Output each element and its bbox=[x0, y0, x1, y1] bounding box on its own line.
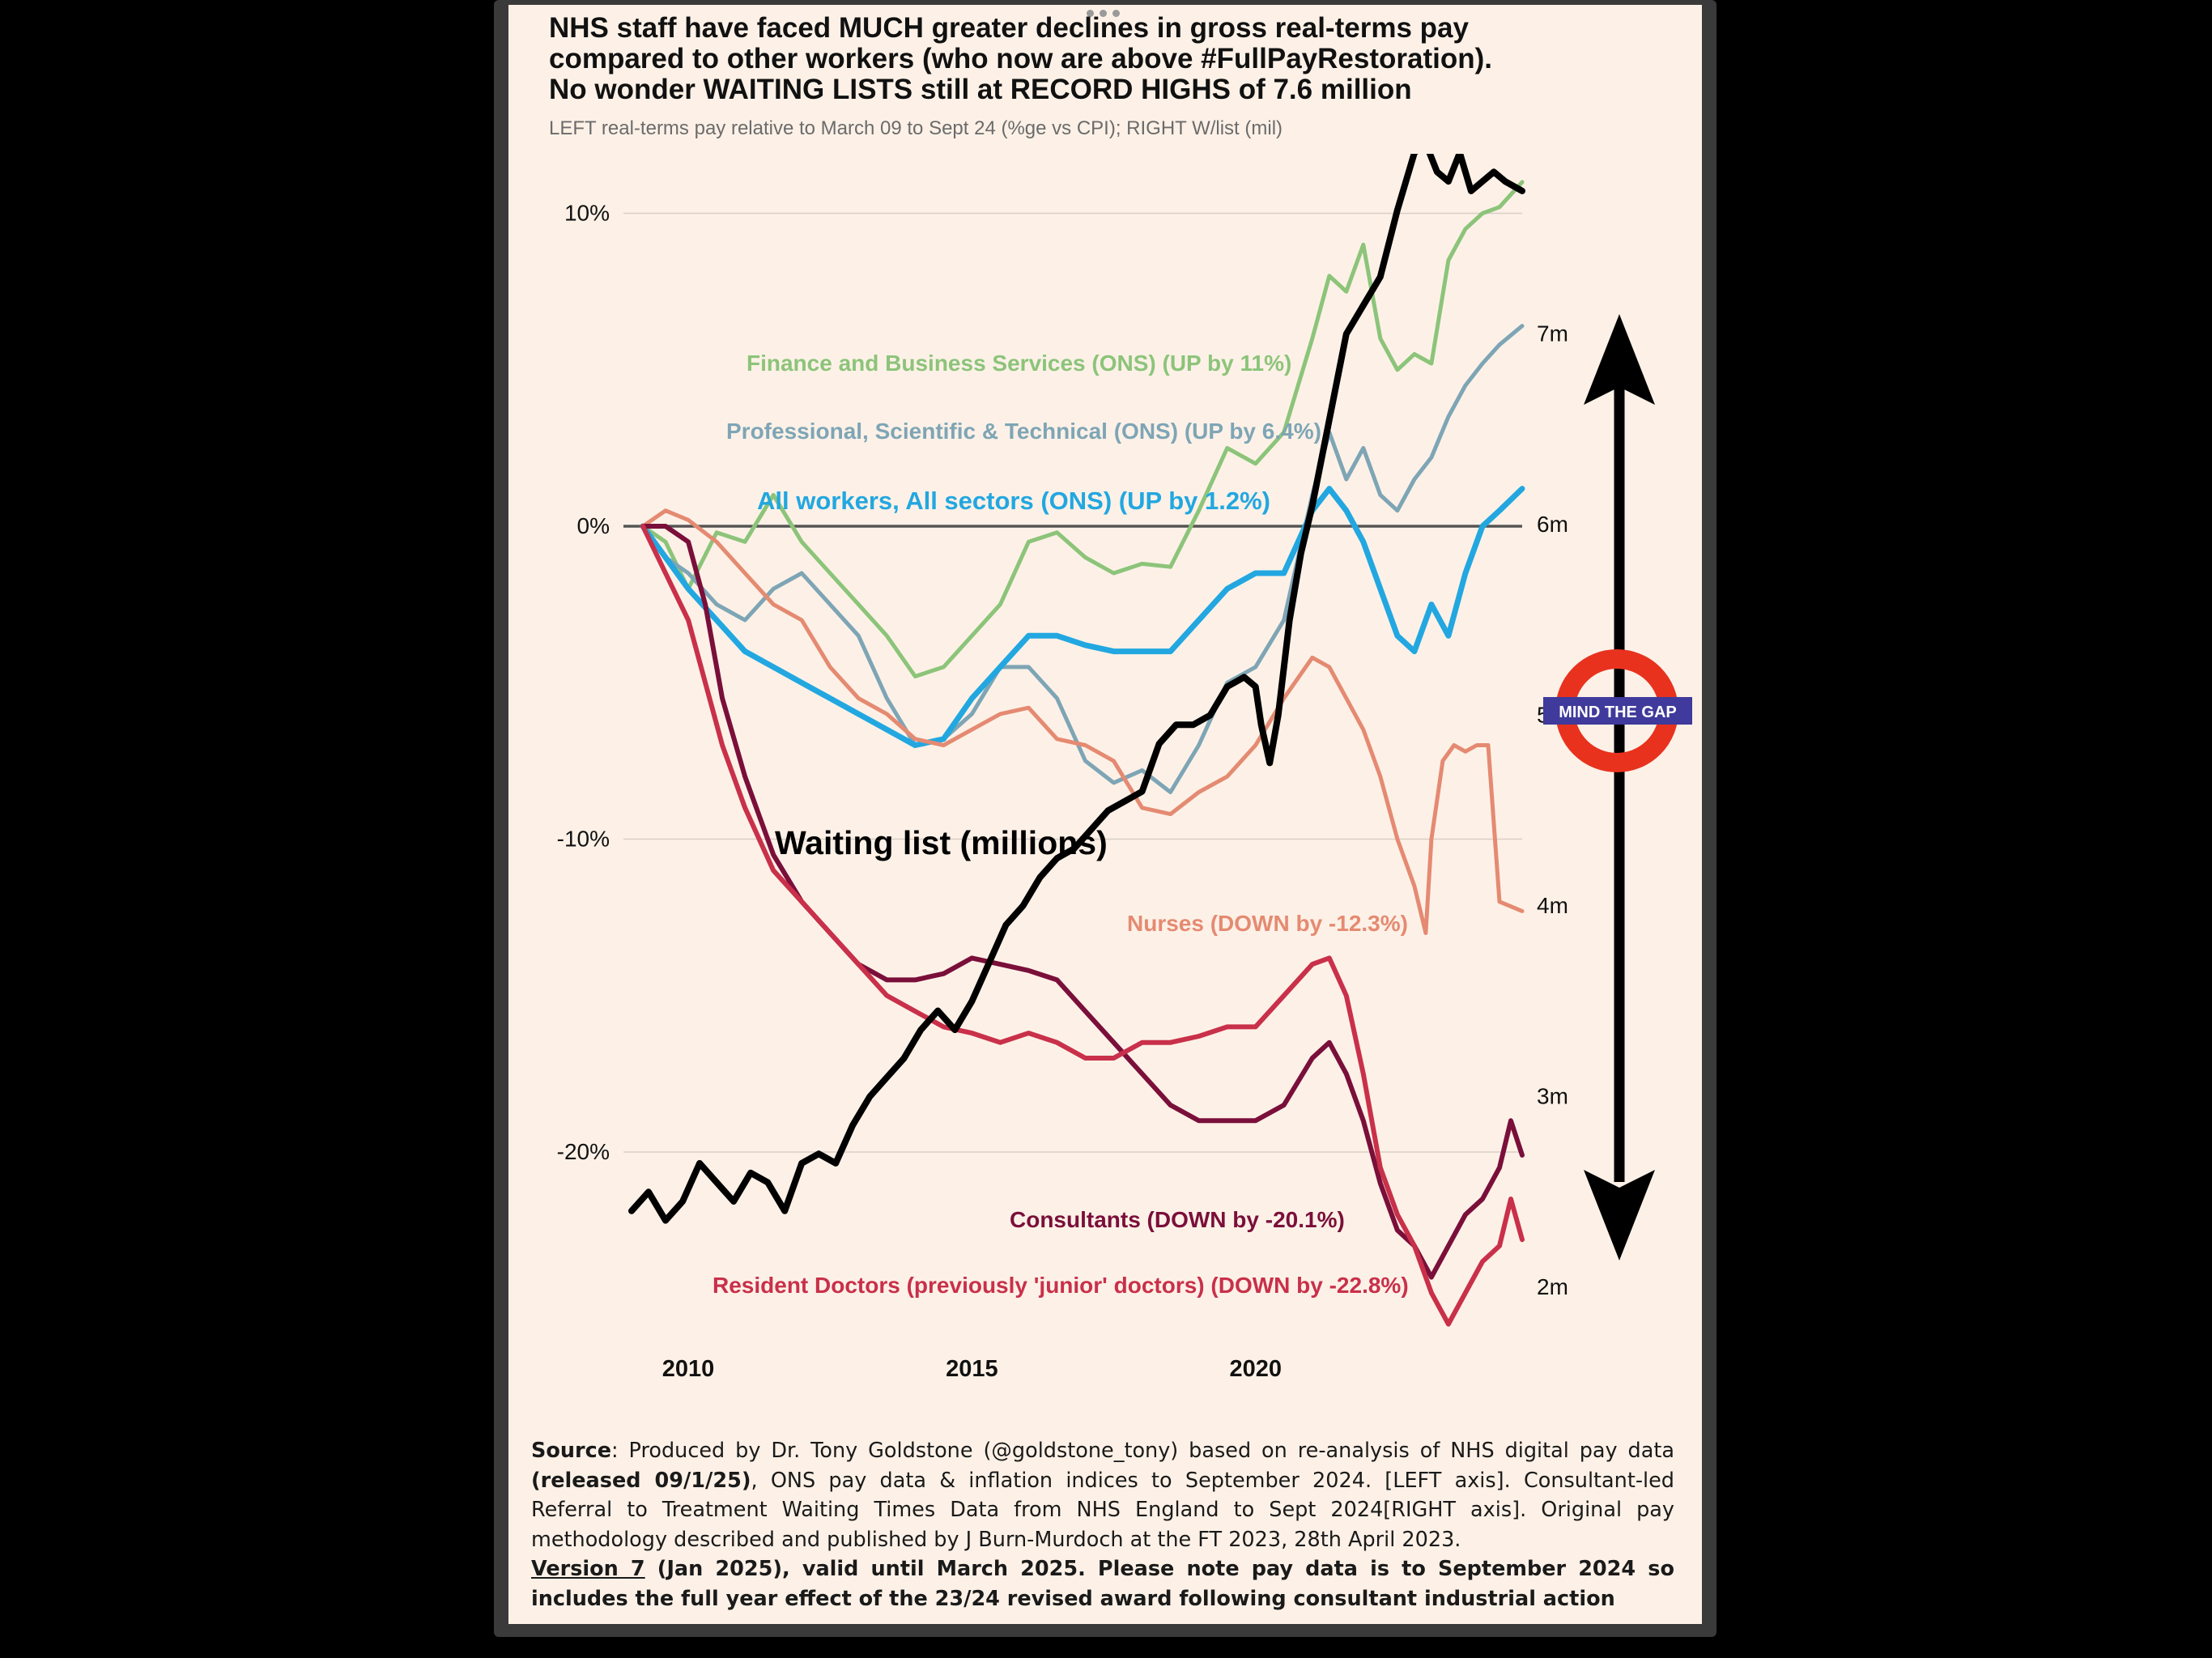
window-grip-handle[interactable] bbox=[1087, 8, 1125, 18]
label-consultants: Consultants (DOWN by -20.1%) bbox=[1010, 1207, 1345, 1232]
x-tick-label: 2015 bbox=[946, 1356, 998, 1382]
right-tick-label: 7m bbox=[1537, 321, 1568, 346]
label-finance: Finance and Business Services (ONS) (UP … bbox=[747, 351, 1291, 376]
mind-the-gap-roundel-icon: MIND THE GAP bbox=[1543, 649, 1692, 772]
version-paragraph: Version 7 (Jan 2025), valid until March … bbox=[531, 1554, 1674, 1613]
chart-title: NHS staff have faced MUCH greater declin… bbox=[549, 13, 1626, 105]
line-chart: 10%0%-10%-20% 7m6m5m4m3m2m 201020152020 … bbox=[557, 154, 1692, 1382]
series-line-waiting_list bbox=[628, 154, 1525, 1224]
gap-arrow-icon bbox=[1584, 314, 1655, 1261]
left-tick-label: 10% bbox=[564, 201, 610, 226]
label-professional: Professional, Scientific & Technical (ON… bbox=[726, 419, 1321, 444]
source-text-1: : Produced by Dr. Tony Goldstone (@golds… bbox=[611, 1439, 1674, 1463]
source-lead: Source bbox=[531, 1439, 612, 1463]
label-nurses: Nurses (DOWN by -12.3%) bbox=[1127, 911, 1408, 936]
x-tick-label: 2020 bbox=[1229, 1356, 1282, 1382]
version-label: Version 7 bbox=[531, 1557, 645, 1581]
series-line-nurses bbox=[640, 508, 1525, 935]
right-tick-label: 4m bbox=[1537, 893, 1568, 918]
right-axis-ticks: 7m6m5m4m3m2m bbox=[1537, 321, 1568, 1300]
series-line-all_workers bbox=[640, 486, 1525, 748]
series-line-consultants bbox=[640, 524, 1525, 1280]
left-axis-ticks: 10% 0% -10% -20% bbox=[557, 201, 610, 1165]
source-note: Source: Produced by Dr. Tony Goldstone (… bbox=[531, 1436, 1674, 1613]
label-resident-doctors: Resident Doctors (previously 'junior' do… bbox=[713, 1273, 1409, 1298]
label-waiting-list: Waiting list (millions) bbox=[775, 824, 1108, 861]
series-line-finance bbox=[640, 180, 1525, 678]
left-tick-label: -20% bbox=[557, 1139, 610, 1164]
left-tick-label: 0% bbox=[577, 513, 610, 538]
label-all-workers: All workers, All sectors (ONS) (UP by 1.… bbox=[757, 487, 1270, 515]
right-tick-label: 6m bbox=[1537, 512, 1568, 537]
right-tick-label: 3m bbox=[1537, 1084, 1568, 1109]
right-tick-label: 2m bbox=[1537, 1274, 1568, 1299]
series-line-professional bbox=[640, 324, 1525, 794]
mind-the-gap-text: MIND THE GAP bbox=[1559, 704, 1677, 721]
title-line-3: No wonder WAITING LISTS still at RECORD … bbox=[549, 74, 1412, 105]
version-text: (Jan 2025), valid until March 2025. Plea… bbox=[531, 1557, 1674, 1611]
left-tick-label: -10% bbox=[557, 827, 610, 852]
title-line-2: compared to other workers (who now are a… bbox=[549, 43, 1492, 74]
source-bold-1: (released 09/1/25) bbox=[531, 1468, 751, 1493]
series-lines bbox=[628, 154, 1525, 1327]
x-axis-ticks: 2010 2015 2020 bbox=[662, 1356, 1282, 1382]
series-line-resident_doctors bbox=[640, 524, 1525, 1327]
source-paragraph: Source: Produced by Dr. Tony Goldstone (… bbox=[531, 1436, 1674, 1554]
series-labels: Finance and Business Services (ONS) (UP … bbox=[713, 351, 1409, 1298]
chart-subtitle: LEFT real-terms pay relative to March 09… bbox=[549, 117, 1283, 139]
x-tick-label: 2010 bbox=[662, 1356, 715, 1382]
title-line-1: NHS staff have faced MUCH greater declin… bbox=[549, 12, 1469, 44]
source-text-2: , ONS pay data & inflation indices to Se… bbox=[531, 1468, 1674, 1552]
